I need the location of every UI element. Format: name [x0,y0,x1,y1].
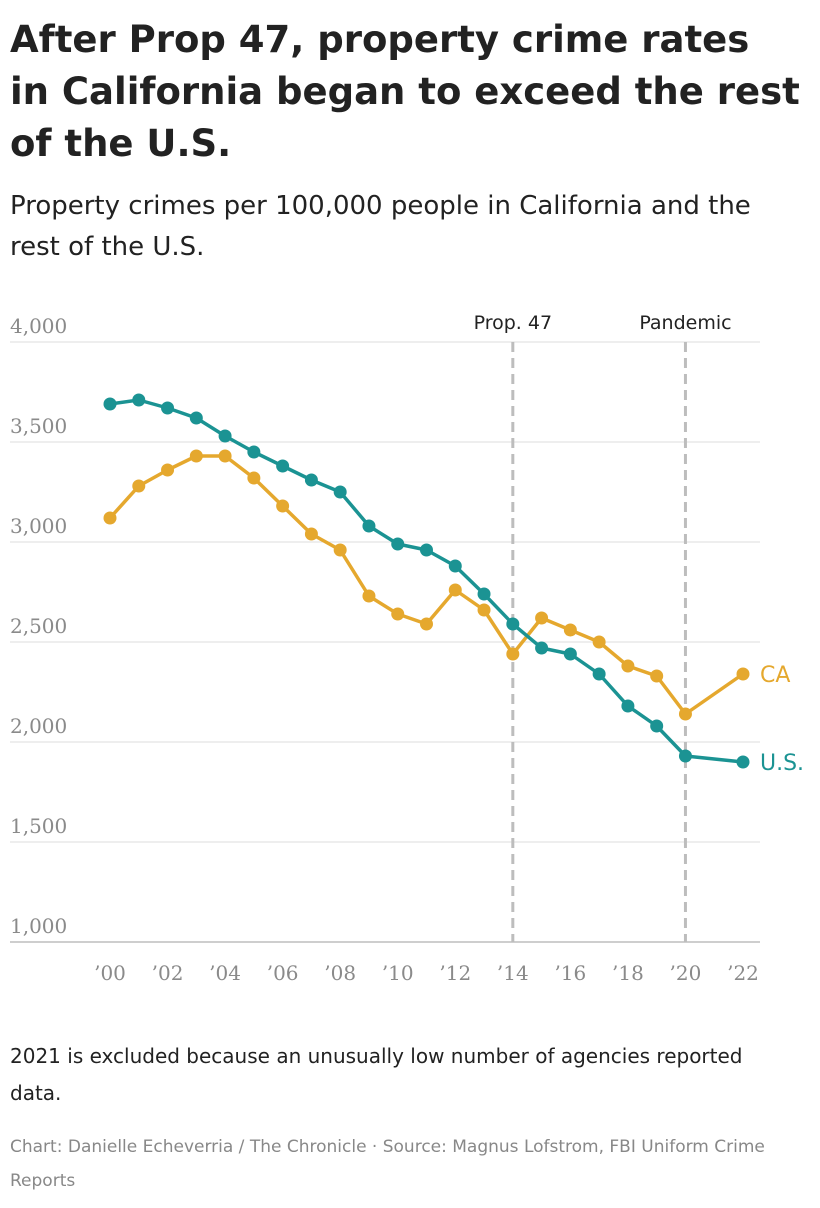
data-point [420,617,433,631]
data-point [592,667,606,681]
data-point [132,479,146,493]
y-tick-label: 4,000 [10,314,67,338]
data-point [304,473,318,487]
y-tick-label: 2,500 [10,614,67,638]
data-point [362,589,376,603]
data-point [247,471,261,485]
data-point [650,719,664,733]
data-point [362,519,376,533]
data-point [621,699,635,713]
data-point [247,445,261,459]
x-tick-label: ’18 [612,961,644,985]
data-point [477,587,491,601]
annotation-label: Prop. 47 [474,312,552,334]
series-layer [103,393,750,769]
x-tick-label: ’10 [382,961,414,985]
data-point [535,611,549,625]
data-point [592,635,606,649]
data-point [678,707,692,721]
data-point [304,527,318,541]
chart-note: 2021 is excluded because an unusually lo… [10,1044,743,1105]
line-chart: 1,000 1,500 2,000 2,500 3,000 3,500 4,000 ’00 ’0… [10,312,804,985]
data-point [420,543,433,557]
data-point [161,463,175,477]
data-point [218,449,232,463]
label-layer: CA U.S. [760,663,804,776]
y-tick-label: 1,000 [10,914,67,938]
data-point [535,641,549,655]
x-tick-label: ’08 [324,961,356,985]
data-point [448,559,462,573]
data-point [333,543,347,557]
y-tick-label: 3,500 [10,414,67,438]
y-tick-label: 1,500 [10,814,67,838]
data-point [736,667,750,681]
annotation-label: Pandemic [639,312,731,334]
x-tick-label: ’14 [497,961,529,985]
data-point [103,397,117,411]
data-point [563,623,577,637]
annotation-layer: Prop. 47 Pandemic [474,312,732,942]
series-line [108,454,745,716]
series-label: U.S. [760,751,804,776]
x-tick-label: ’04 [209,961,241,985]
data-point [563,647,577,661]
data-point [391,537,405,551]
chart-subtitle: Property crimes per 100,000 people in Ca… [10,191,751,262]
data-point [391,607,405,621]
grid-layer: 1,000 1,500 2,000 2,500 3,000 3,500 4,000 ’00 ’0… [10,314,760,985]
y-tick-label: 2,000 [10,714,67,738]
data-point [276,459,290,473]
x-tick-label: ’00 [94,961,126,985]
x-tick-label: ’20 [670,961,702,985]
x-tick-label: ’16 [554,961,586,985]
x-tick-label: ’12 [439,961,471,985]
data-point [333,485,347,499]
data-point [448,583,462,597]
data-point [736,755,750,769]
x-tick-label: ’06 [267,961,299,985]
data-point [678,749,692,763]
data-point [103,511,117,525]
x-tick-label: ’02 [152,961,184,985]
series-label: CA [760,663,790,688]
chart-title: After Prop 47, property crime rates in C… [10,18,800,165]
y-tick-label: 3,000 [10,514,67,538]
data-point [161,401,175,415]
data-point [621,659,635,673]
data-point [477,603,491,617]
data-point [132,393,146,407]
data-point [189,411,203,425]
data-point [218,429,232,443]
x-tick-label: ’22 [727,961,759,985]
data-point [189,449,203,463]
data-point [276,499,290,513]
data-point [650,669,664,683]
chart-credit: Chart: Danielle Echeverria / The Chronic… [10,1137,765,1191]
series-line [108,398,745,764]
data-point [506,647,520,661]
data-point [506,617,520,631]
